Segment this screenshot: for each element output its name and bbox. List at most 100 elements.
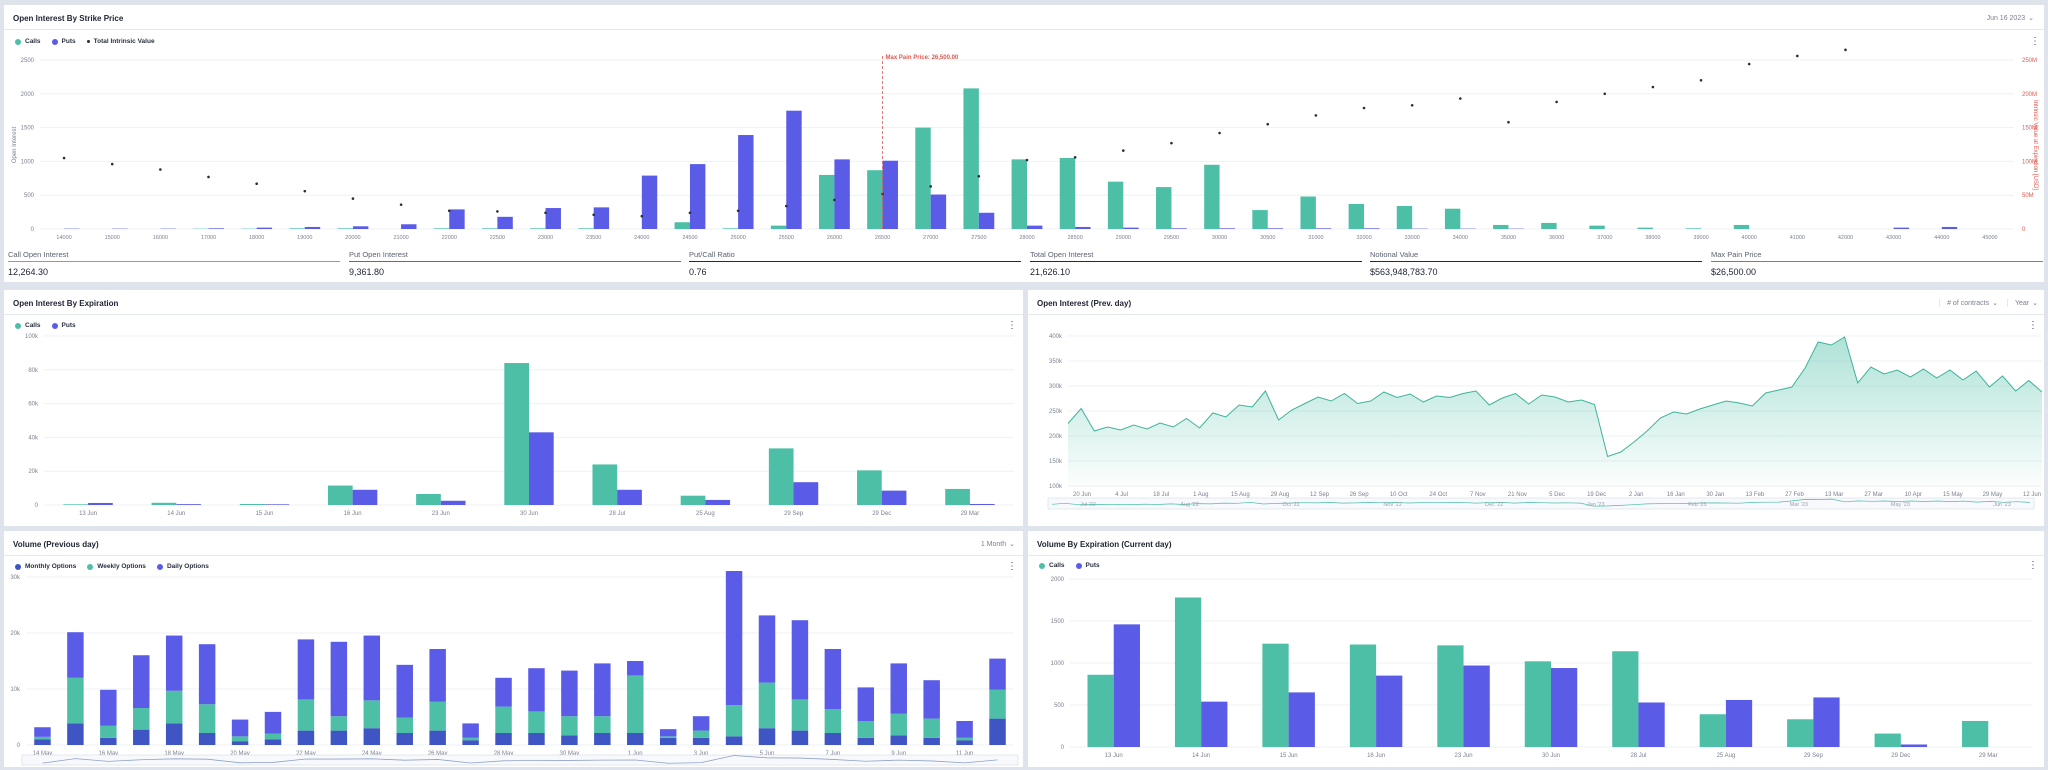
more-options-icon[interactable]: ⋮	[1007, 561, 1017, 572]
bar-puts	[882, 160, 898, 229]
stat-label: Total Open Interest	[1030, 250, 1094, 259]
range-select[interactable]: Year ⌄	[2006, 299, 2038, 307]
x-tick-label: 15 Jun	[255, 511, 273, 517]
navigator-tick-label: May '23	[1891, 502, 1910, 508]
unit-select[interactable]: # of contracts ⌄	[1939, 299, 1998, 307]
bar-daily-options	[462, 723, 479, 738]
range-select[interactable]: 1 Month ⌄	[981, 540, 1015, 549]
bar-calls	[1396, 206, 1413, 229]
bar-weekly-options	[824, 709, 842, 733]
divider	[4, 555, 1023, 556]
stat-underline	[1370, 261, 1702, 262]
legend-item-puts[interactable]: Puts	[51, 322, 76, 329]
x-tick-label: 25000	[730, 235, 745, 241]
bar-puts	[969, 503, 995, 505]
bar-puts	[1113, 624, 1140, 747]
divider	[4, 314, 1023, 315]
bar-puts	[208, 228, 224, 229]
bar-daily-options	[34, 727, 51, 737]
legend-item-calls[interactable]: Calls	[1039, 562, 1065, 569]
legend-item-monthly[interactable]: Monthly Options	[15, 563, 76, 570]
more-options-icon[interactable]: ⋮	[1007, 320, 1017, 331]
bar-monthly-options	[857, 737, 875, 745]
stat-value: 21,626.10	[1030, 267, 1071, 277]
x-tick-label: 29 Sep	[784, 511, 804, 517]
x-tick-label: 32000	[1356, 235, 1371, 241]
bar-puts	[1551, 668, 1578, 747]
intrinsic-point	[1266, 122, 1270, 126]
stat-underline	[1711, 261, 2043, 262]
x-tick-label: 43000	[1886, 235, 1901, 241]
legend-item-calls[interactable]: Calls	[15, 38, 41, 45]
y-tick-label: 60k	[28, 402, 39, 408]
volume-chart: 0 10k 20k 30k 14 May 16 May 18 May 20 May 22 May…	[10, 571, 1019, 766]
bar-monthly-options	[231, 741, 249, 745]
legend-item-daily[interactable]: Daily Options	[156, 563, 209, 570]
calls-swatch	[1039, 562, 1045, 569]
strike-chart: 05001000150020002500050M100M150M200M250M…	[12, 48, 2038, 241]
x-tick-label: 11 Jun	[956, 751, 974, 757]
bar-daily-options	[923, 680, 940, 719]
bar-weekly-options	[462, 737, 479, 741]
bar-calls	[1612, 651, 1639, 747]
intrinsic-point	[592, 213, 595, 217]
x-tick-label: 29 Dec	[1891, 753, 1910, 759]
bar-monthly-options	[34, 739, 51, 745]
more-options-icon[interactable]: ⋮	[2030, 36, 2040, 47]
bar-daily-options	[429, 649, 446, 702]
legend-item-calls[interactable]: Calls	[15, 322, 41, 329]
legend-item-puts[interactable]: Puts	[1075, 562, 1100, 569]
bar-calls	[1059, 158, 1076, 229]
legend-item-intrinsic[interactable]: Total Intrinsic Value	[86, 38, 155, 45]
bar-monthly-options	[561, 735, 578, 745]
y-tick-label: 1500	[21, 126, 35, 132]
x-tick-label: 14 Jun	[167, 511, 185, 517]
x-tick-label: 19 Dec	[1587, 492, 1606, 498]
bar-puts	[881, 490, 907, 505]
bar-calls	[592, 464, 618, 505]
intrinsic-point	[1796, 54, 1799, 58]
bar-calls	[578, 228, 594, 229]
y-tick-label: 1000	[21, 159, 35, 165]
bar-calls	[1493, 224, 1509, 229]
stat-value: $563,948,783.70	[1370, 267, 1438, 277]
more-options-icon[interactable]: ⋮	[2028, 560, 2038, 571]
y2-tick-label: 0	[2022, 227, 2026, 233]
x-tick-label: 13 Mar	[1825, 492, 1844, 498]
legend-item-puts[interactable]: Puts	[51, 38, 76, 45]
x-tick-label: 10 Oct	[1390, 492, 1408, 498]
bar-weekly-options	[67, 677, 84, 724]
bar-daily-options	[594, 663, 611, 717]
y-tick-label: 0	[1061, 745, 1065, 751]
bar-calls	[819, 174, 835, 229]
panel-title: Open Interest By Expiration	[13, 299, 119, 308]
legend-label: Calls	[1049, 562, 1065, 569]
date-select[interactable]: Jun 16 2023 ⌄	[1987, 14, 2034, 23]
x-tick-label: 18 Jul	[1153, 492, 1169, 498]
x-tick-label: 29 Mar	[961, 511, 980, 517]
bar-weekly-options	[725, 705, 743, 737]
bar-puts	[1267, 228, 1284, 229]
more-options-icon[interactable]: ⋮	[2028, 320, 2038, 331]
bar-calls	[433, 228, 450, 229]
y-tick-label: 40k	[28, 435, 39, 441]
chart-legend: Calls Puts	[15, 322, 76, 329]
y2-tick-label: 50M	[2022, 193, 2034, 199]
intrinsic-point	[159, 168, 162, 171]
legend-item-weekly[interactable]: Weekly Options	[87, 563, 146, 570]
navigator-tick-label: Dec '22	[1485, 502, 1503, 508]
x-tick-label: 10 Apr	[1905, 492, 1922, 498]
bar-calls	[1637, 227, 1653, 229]
bar-calls	[768, 448, 794, 505]
y-tick-label: 250k	[1049, 409, 1063, 415]
bar-weekly-options	[627, 675, 644, 733]
x-tick-label: 16 May	[98, 751, 118, 757]
bar-puts	[1893, 227, 1910, 229]
x-tick-label: 1 Jun	[628, 751, 643, 757]
bar-puts	[1288, 692, 1315, 747]
x-tick-label: 29 Aug	[1271, 492, 1290, 498]
intrinsic-point	[447, 209, 451, 213]
bar-calls	[1262, 643, 1289, 747]
bar-weekly-options	[594, 716, 611, 733]
intrinsic-point	[351, 197, 355, 200]
